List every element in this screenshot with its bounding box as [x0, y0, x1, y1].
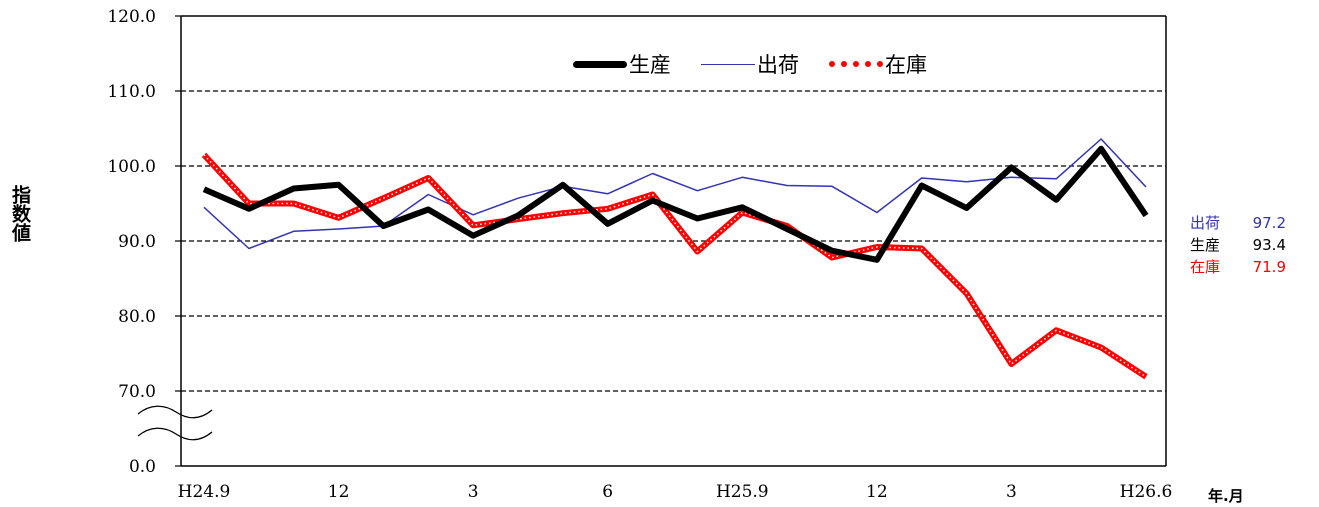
end-value-row-shipment: 出荷 97.2: [1190, 212, 1286, 234]
x-tick-label: H25.9: [716, 482, 769, 502]
y-tick-label: 90.0: [118, 232, 156, 252]
legend-item-shipment: 出荷: [701, 49, 799, 79]
end-value-number: 97.2: [1252, 214, 1286, 232]
series-line-shipment: [203, 138, 1147, 250]
x-tick-label: 3: [1006, 482, 1017, 502]
end-value-row-production: 生産 93.4: [1190, 234, 1286, 256]
end-value-number: 93.4: [1252, 236, 1286, 254]
y-tick-labels: 0.0 70.0 80.0 90.0 100.0 110.0 120.0: [107, 7, 156, 477]
end-value-name: 生産: [1190, 236, 1221, 254]
end-value-number: 71.9: [1252, 258, 1286, 276]
y-tick-label: 110.0: [107, 82, 156, 102]
end-value-name: 出荷: [1190, 214, 1221, 232]
legend-swatch-production: [573, 60, 627, 68]
x-tick-label: H24.9: [178, 482, 231, 502]
legend-label-shipment: 出荷: [757, 53, 799, 77]
y-tick-label: 100.0: [107, 157, 156, 177]
end-value-name: 在庫: [1190, 258, 1221, 276]
legend: 生産 出荷 在庫: [500, 44, 1000, 84]
end-values: 出荷 97.2 生産 93.4 在庫 71.9: [1190, 212, 1286, 278]
legend-label-production: 生産: [629, 53, 671, 77]
y-tick-label: 70.0: [118, 382, 156, 402]
legend-item-inventory: 在庫: [829, 49, 927, 79]
axis-break-mark: [137, 405, 213, 419]
plot-frame: [175, 15, 1167, 467]
y-tick-label: 120.0: [107, 7, 156, 27]
legend-label-inventory: 在庫: [885, 53, 927, 77]
y-tick-label: 0.0: [129, 457, 156, 477]
gridlines: [137, 90, 1166, 441]
x-tick-label: 12: [328, 482, 350, 502]
series-lines: [201, 138, 1149, 380]
x-tick-label: 12: [866, 482, 888, 502]
axis-break-mark: [137, 427, 213, 441]
x-tick-label: 3: [468, 482, 479, 502]
series-line-production: [202, 145, 1149, 263]
series-line-inventory-dots: [203, 154, 1147, 378]
end-value-row-inventory: 在庫 71.9: [1190, 256, 1286, 278]
y-tick-label: 80.0: [118, 307, 156, 327]
x-tick-label: H26.6: [1120, 482, 1173, 502]
legend-swatch-inventory: [829, 61, 883, 67]
legend-item-production: 生産: [573, 49, 671, 79]
y-axis-label: 指数値: [9, 185, 31, 242]
x-axis-unit-label: 年.月: [1208, 487, 1244, 505]
legend-swatch-shipment: [701, 63, 755, 65]
x-tick-label: 6: [602, 482, 613, 502]
x-tick-labels: H24.9 12 3 6 H25.9 12 3 H26.6: [178, 482, 1173, 502]
